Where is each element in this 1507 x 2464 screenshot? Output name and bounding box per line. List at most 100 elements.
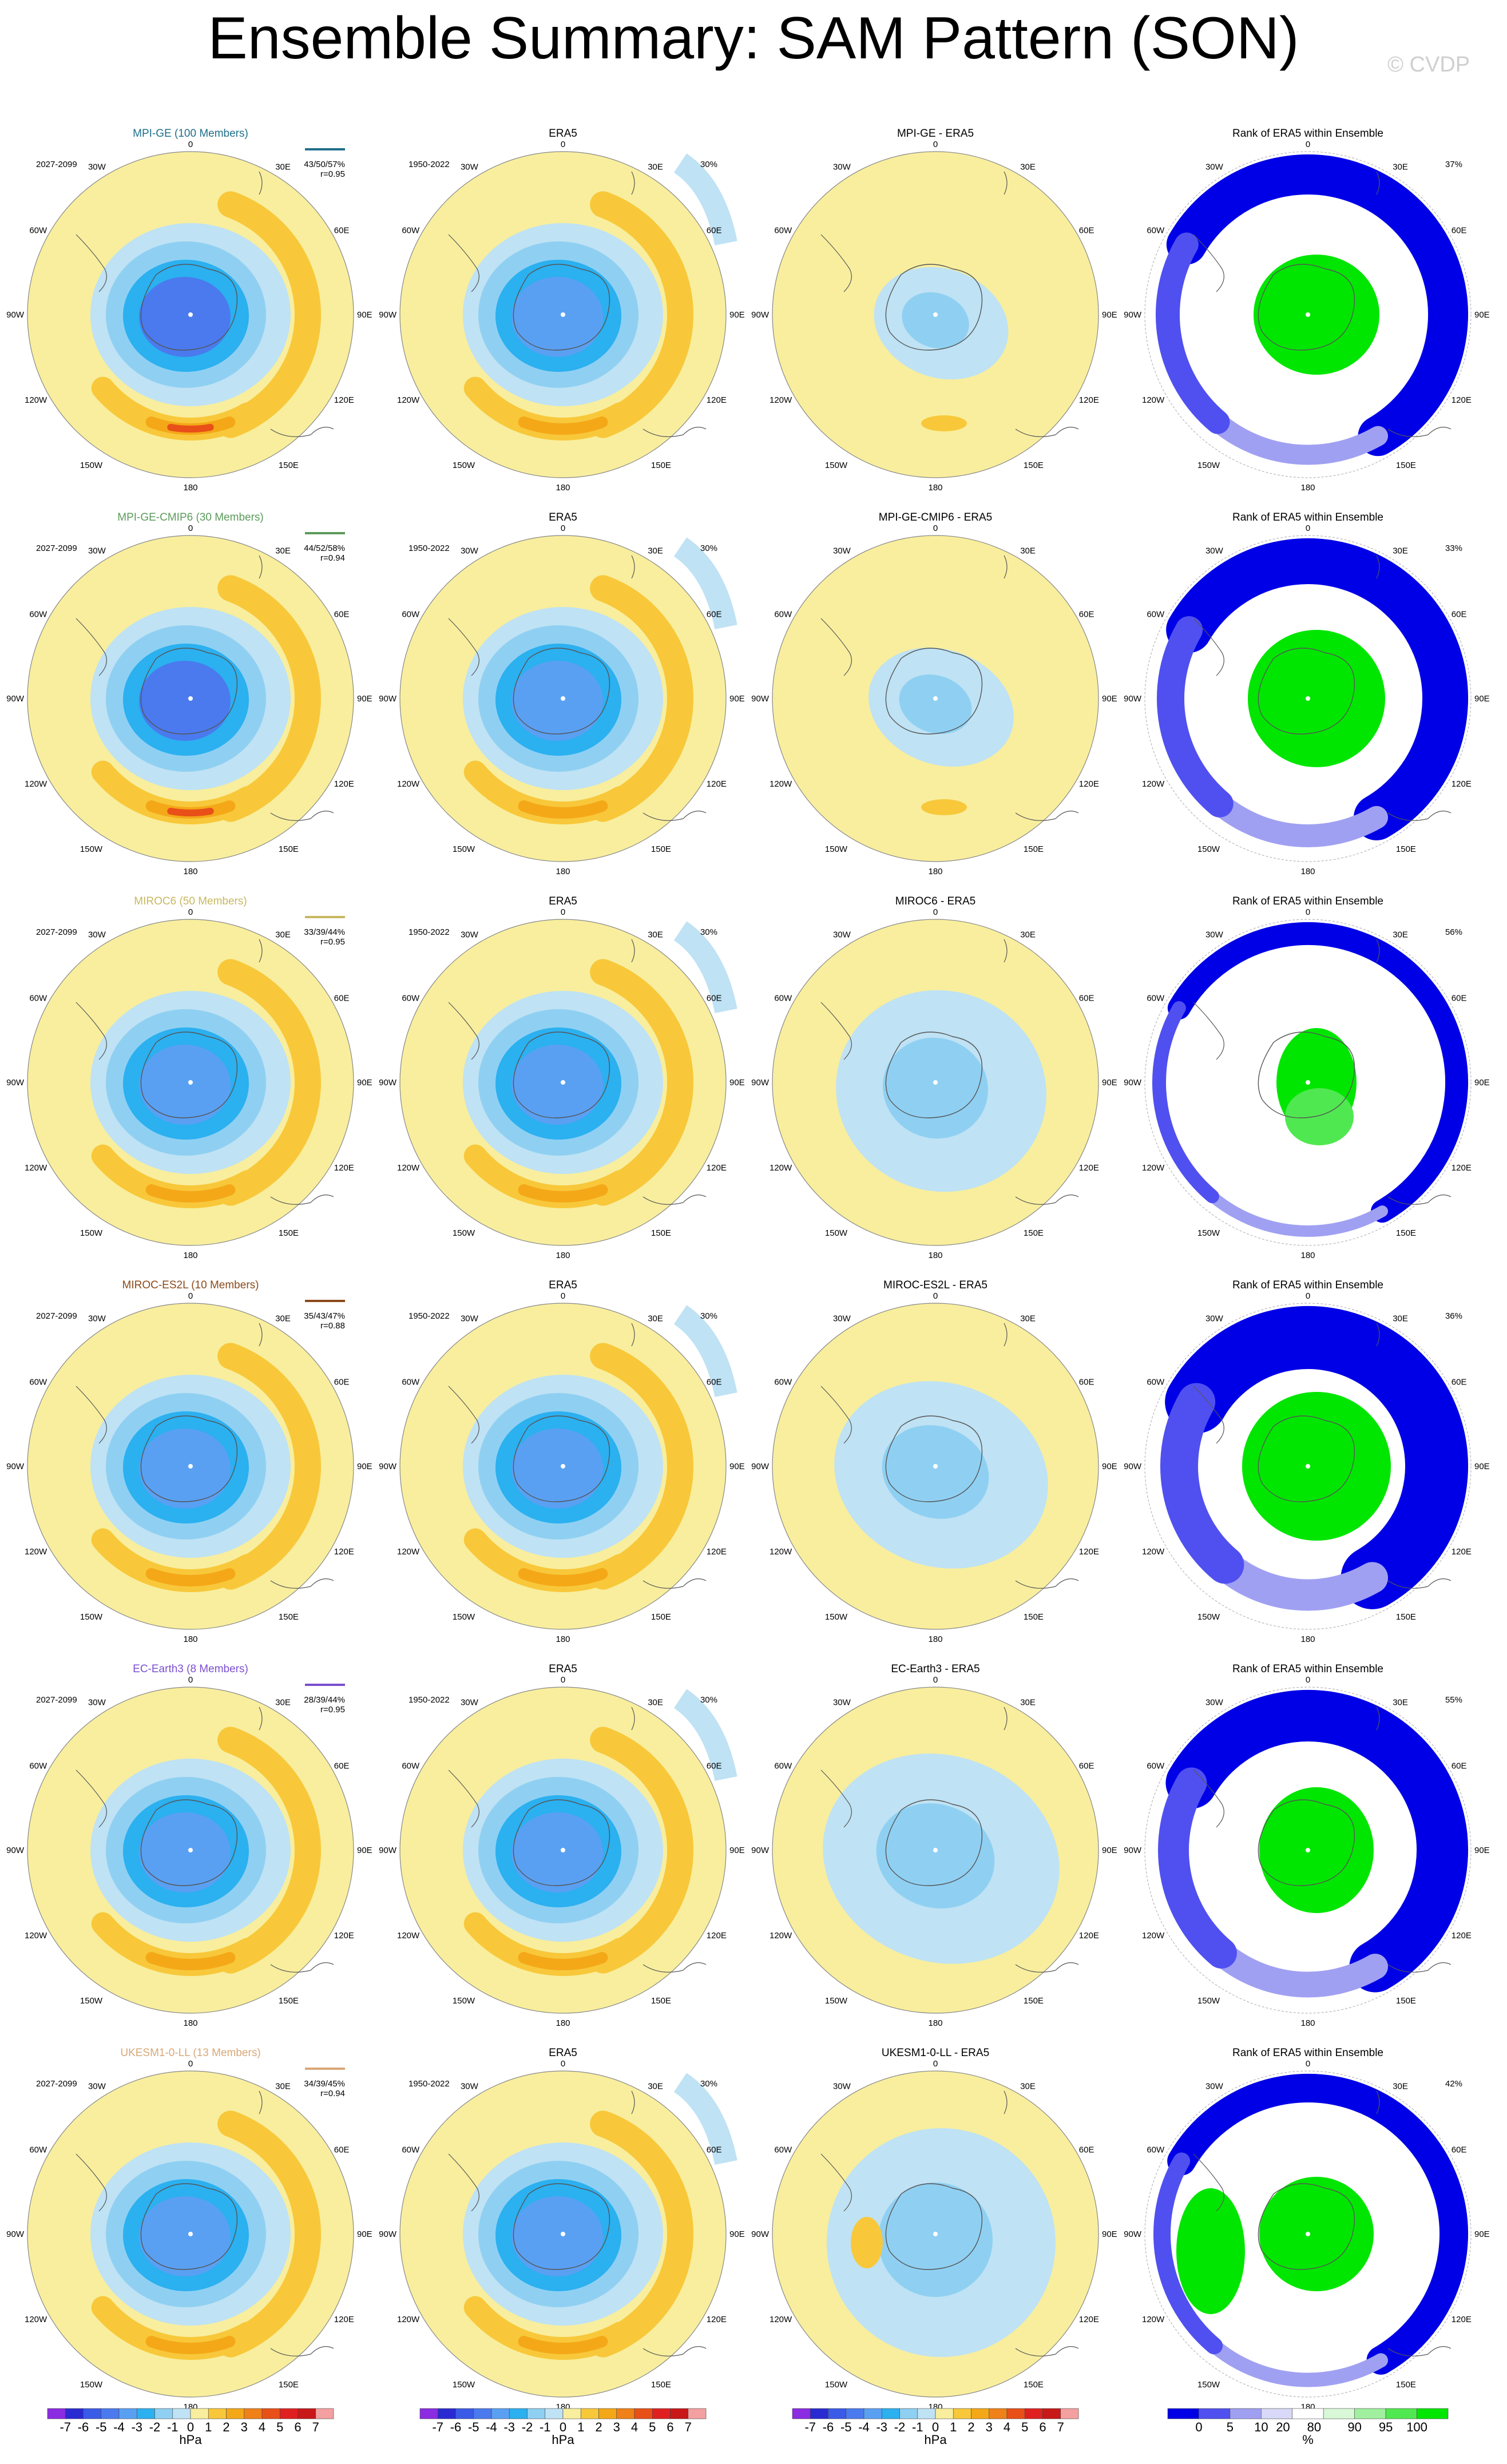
model-stats: 35/43/47%	[304, 1311, 345, 1321]
longitude-label-tl: 30W	[1205, 930, 1224, 939]
longitude-label-right: 90E	[1102, 1078, 1117, 1088]
era5-period: 1950-2022	[409, 1311, 450, 1321]
colorbar-swatch	[527, 2408, 546, 2419]
longitude-label-right: 90E	[357, 1078, 372, 1088]
africa-coastline	[631, 939, 635, 963]
longitude-label-tr: 30E	[275, 930, 291, 939]
era5-title: ERA5	[549, 511, 577, 523]
model-correlation: r=0.94	[320, 553, 345, 563]
australia-coastline	[270, 1195, 334, 1205]
longitude-label-l2: 120W	[1142, 1163, 1165, 1173]
longitude-label-bottom: 180	[556, 1251, 570, 1260]
colorbar-tick-label: 3	[613, 2420, 620, 2434]
rank-high-region	[1259, 2177, 1374, 2291]
longitude-label-top: 0	[1306, 1675, 1310, 1685]
model-stats: 43/50/57%	[304, 160, 345, 169]
rank-percent: 55%	[1445, 1695, 1462, 1705]
longitude-label-left: 90W	[379, 310, 397, 320]
model-correlation: r=0.95	[320, 937, 345, 947]
africa-coastline	[1004, 171, 1008, 195]
difference-positive-patch	[921, 799, 967, 815]
longitude-label-left: 90W	[751, 1078, 770, 1088]
longitude-label-tl: 30W	[1205, 2081, 1224, 2091]
colorbar-tick-label: 6	[1039, 2420, 1046, 2434]
colorbar-tick-label: -4	[858, 2420, 870, 2434]
rank-high-fringe	[1285, 1088, 1354, 1145]
model-correlation: r=0.94	[320, 2089, 345, 2098]
panel-rank: Rank of ERA5 within Ensemble 55% 0 30E 60E 90…	[1124, 1663, 1490, 2028]
longitude-label-l2: 120W	[397, 1931, 420, 1941]
longitude-label-bl: 150W	[80, 461, 103, 470]
longitude-label-tl: 30W	[833, 930, 851, 939]
longitude-label-br: 150E	[651, 1612, 671, 1622]
south-pole-marker	[188, 1080, 193, 1085]
longitude-label-r2: 120E	[334, 1547, 354, 1557]
longitude-label-r1: 60E	[334, 226, 350, 236]
longitude-label-r2: 120E	[1079, 1163, 1099, 1173]
difference-title: MIROC-ES2L - ERA5	[883, 1279, 988, 1291]
longitude-label-top: 0	[188, 907, 193, 917]
africa-coastline	[1004, 2090, 1008, 2114]
south-pole-marker	[1306, 1848, 1310, 1852]
longitude-label-top: 0	[561, 1675, 565, 1685]
colorbar-tick-label: -1	[540, 2420, 551, 2434]
positive-anomaly-peak	[167, 807, 214, 816]
positive-fringe	[673, 2073, 737, 2165]
south-america-coastline	[1193, 1386, 1224, 1444]
longitude-label-l2: 120W	[1142, 1931, 1165, 1941]
colorbar-swatch	[261, 2408, 280, 2419]
south-pole-marker	[561, 2232, 565, 2236]
longitude-label-r1: 60E	[1452, 2145, 1467, 2155]
colorbar-tick-label: -1	[167, 2420, 179, 2434]
colorbar-tick-label: -5	[96, 2420, 107, 2434]
colorbar-swatch	[1230, 2408, 1262, 2419]
colorbar-swatch	[580, 2408, 599, 2419]
longitude-label-r2: 120E	[334, 1163, 354, 1173]
longitude-label-r2: 120E	[707, 779, 727, 789]
colorbar-swatch	[899, 2408, 918, 2419]
panel-rank: Rank of ERA5 within Ensemble 37% 0 30E 60E 90…	[1124, 128, 1490, 493]
positive-fringe	[673, 921, 737, 1014]
longitude-label-bottom: 180	[928, 1634, 942, 1644]
longitude-label-tr: 30E	[1020, 1314, 1036, 1323]
longitude-label-l2: 120W	[770, 1931, 792, 1941]
longitude-label-r1: 60E	[707, 610, 722, 620]
south-pole-marker	[933, 696, 938, 701]
south-america-coastline	[820, 618, 852, 676]
colorbar-tick-label: 1	[577, 2420, 584, 2434]
longitude-label-left: 90W	[751, 310, 770, 320]
rank-low-band	[1167, 2074, 1468, 2375]
longitude-label-tr: 30E	[1020, 1697, 1036, 1707]
south-pole-marker	[188, 696, 193, 701]
model-stats: 44/52/58%	[304, 543, 345, 553]
model-title: UKESM1-0-LL (13 Members)	[120, 2047, 260, 2059]
rank-high-region	[1248, 630, 1385, 767]
colorbar-tick-label: -7	[432, 2420, 443, 2434]
longitude-label-right: 90E	[357, 1846, 372, 1855]
positive-anomaly-band	[590, 2110, 693, 2358]
longitude-label-top: 0	[188, 1675, 193, 1685]
longitude-label-bl: 150W	[453, 844, 475, 854]
longitude-label-l2: 120W	[25, 1163, 47, 1173]
africa-coastline	[1376, 1707, 1380, 1731]
colorbar-tick-label: -4	[486, 2420, 497, 2434]
longitude-label-br: 150E	[279, 844, 299, 854]
longitude-label-top: 0	[561, 2059, 565, 2069]
difference-title: MPI-GE - ERA5	[897, 128, 974, 140]
longitude-label-r1: 60E	[1079, 994, 1094, 1003]
antarctica-coastline	[140, 1799, 238, 1886]
longitude-label-r2: 120E	[334, 395, 354, 405]
antarctica-coastline	[1258, 1031, 1355, 1118]
south-america-coastline	[1193, 234, 1224, 292]
model-title: MIROC-ES2L (10 Members)	[122, 1279, 259, 1291]
longitude-label-tr: 30E	[1393, 546, 1408, 556]
panel-model-MIROC6: MIROC6 (50 Members) 2027-2099 33/39/44%r=0…	[6, 895, 372, 1260]
australia-coastline	[270, 427, 334, 437]
hpa-colorbar: -7 -6 -5 -4 -3 -2 -1 0 1 2 3 4 5 6 7 hPa	[47, 2408, 334, 2447]
rank-colorbar: 0 5 10 20 80 90 95 100%	[1167, 2408, 1449, 2447]
longitude-label-r1: 60E	[707, 1378, 722, 1387]
